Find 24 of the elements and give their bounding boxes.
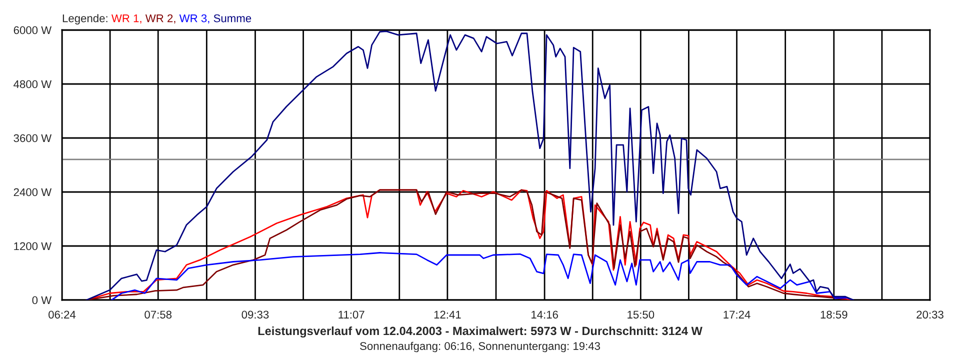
text: WR 3,	[179, 14, 210, 24]
y-tick-label: 4800 W	[14, 80, 52, 88]
x-tick-label: 14:16	[532, 310, 558, 319]
x-tick-label: 11:07	[338, 310, 364, 319]
x-tick-label: 12:41	[434, 310, 461, 318]
text: WR 2,	[145, 14, 176, 24]
x-tick-label: 07:58	[144, 310, 172, 319]
x-tick-label: 15:50	[628, 310, 654, 319]
y-tick-label: 3600 W	[14, 134, 52, 142]
text: Summe	[214, 14, 252, 22]
x-tick-label: 09:33	[242, 310, 269, 319]
text: Leistungsverlauf vom 12.04.2003 - Maximalwert: 5973 W - Durchschnitt: 3124 W	[258, 326, 702, 338]
x-tick-label: 06:24	[48, 310, 76, 319]
y-tick-label: 6000 W	[14, 26, 52, 34]
line-series	[86, 30, 854, 300]
x-tick-label: 20:33	[916, 310, 944, 319]
y-tick-label: 2400 W	[14, 188, 52, 196]
y-tick-label: 0 W	[32, 296, 52, 304]
text: WR 1,	[111, 14, 142, 24]
legend-title: Legende:	[62, 14, 108, 24]
x-tick-label: 18:59	[820, 310, 848, 319]
text: Sonnenaufgang: 06:16, Sonnenuntergang: 19:43	[360, 342, 600, 352]
x-tick-label: 17:24	[724, 310, 750, 318]
y-tick-label: 1200 W	[14, 242, 52, 250]
